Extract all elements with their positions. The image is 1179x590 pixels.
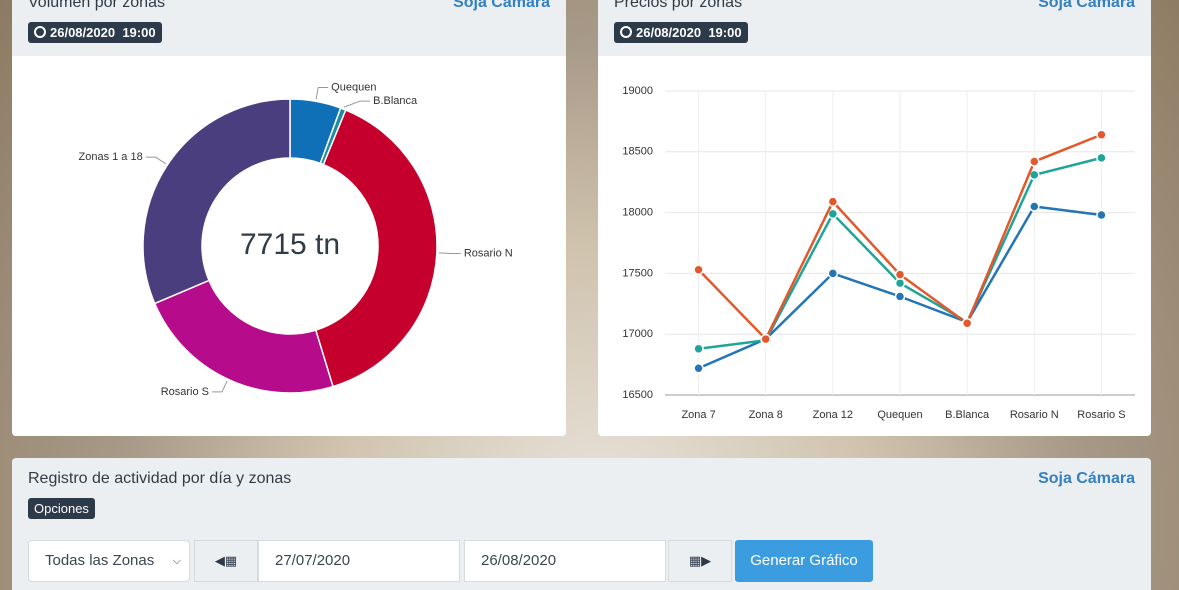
- leader-line: [438, 252, 461, 254]
- donut-slice: [153, 279, 334, 394]
- point: [894, 269, 906, 280]
- slice-label: B.Blanca: [373, 95, 418, 107]
- date-from-label: 27/07/2020: [275, 552, 351, 569]
- options-label: Opciones: [34, 501, 89, 516]
- timestamp: 26/08/2020 19:00: [614, 22, 748, 43]
- generate-label: Generar Gráfico: [750, 552, 858, 569]
- point: [1096, 129, 1107, 141]
- point: [827, 268, 839, 279]
- panel-link[interactable]: Soja Cámara: [453, 0, 550, 11]
- y-tick-label: 18500: [622, 146, 653, 158]
- prev-button[interactable]: ◀▦: [194, 540, 258, 582]
- zone-select-label: Todas las Zonas: [45, 552, 155, 569]
- leader-line: [343, 100, 371, 108]
- point: [1029, 201, 1040, 212]
- point: [827, 208, 839, 220]
- options-button[interactable]: Opciones: [28, 498, 95, 519]
- point: [1029, 156, 1040, 167]
- slice-label: Quequen: [331, 81, 376, 93]
- point: [827, 196, 839, 207]
- charts: Quequen B.Blanca Rosario N Rosario S Zonas 1…: [79, 81, 1135, 421]
- panel-title: Registro de actividad por día y zonas: [28, 470, 292, 487]
- activity-panel: Registro de actividad por día y zonas So…: [12, 458, 1151, 590]
- generate-button[interactable]: Generar Gráfico: [735, 540, 873, 582]
- point: [693, 362, 704, 374]
- point: [1096, 209, 1107, 221]
- x-tick-label: Rosario N: [1010, 409, 1059, 421]
- leader-line: [145, 156, 167, 165]
- y-tick-label: 17500: [622, 267, 653, 279]
- y-tick-label: 17000: [622, 328, 653, 340]
- leader-line: [315, 86, 329, 100]
- point: [961, 318, 973, 329]
- x-tick-label: Zona 7: [681, 409, 715, 421]
- x-tick-label: B.Blanca: [945, 409, 990, 421]
- donut-slice: [142, 98, 291, 305]
- next-button[interactable]: ▦▶: [668, 540, 732, 582]
- point: [1096, 152, 1107, 164]
- center-label: 7715 tn: [240, 228, 340, 261]
- leader-line: [211, 380, 228, 393]
- slice-label: Rosario S: [161, 386, 209, 398]
- x-tick-label: Zona 8: [749, 409, 783, 421]
- date-to-label: 26/08/2020: [481, 552, 557, 569]
- x-tick-label: Zona 12: [813, 409, 853, 421]
- y-tick-label: 16500: [622, 389, 653, 401]
- slice-label: Rosario N: [464, 247, 513, 259]
- panel-title: Precios por zonas: [614, 0, 743, 11]
- time: 19:00: [122, 25, 156, 40]
- panel-title: Volumen por zonas: [28, 0, 165, 11]
- donut-slice: [314, 109, 438, 388]
- point: [693, 343, 704, 355]
- x-tick-label: Rosario S: [1077, 409, 1125, 421]
- point: [894, 277, 906, 289]
- zone-select[interactable]: Todas las Zonas ⌵: [28, 540, 190, 582]
- panel-link[interactable]: Soja Cámara: [1038, 470, 1135, 487]
- y-tick-label: 19000: [622, 85, 653, 97]
- date: 26/08/2020: [50, 25, 116, 40]
- date: 26/08/2020: [636, 25, 702, 40]
- point: [894, 291, 906, 302]
- y-tick-label: 18000: [622, 207, 653, 219]
- time: 19:00: [708, 25, 742, 40]
- date-from[interactable]: 27/07/2020: [258, 540, 460, 582]
- chevron: ⌵: [172, 555, 181, 567]
- timestamp: 26/08/2020 19:00: [28, 22, 162, 43]
- x-tick-label: Quequen: [877, 409, 922, 421]
- point: [760, 333, 771, 345]
- slice-label: Zonas 1 a 18: [79, 151, 143, 163]
- panel-link[interactable]: Soja Cámara: [1038, 0, 1135, 11]
- point: [693, 264, 704, 276]
- date-to[interactable]: 26/08/2020: [464, 540, 666, 582]
